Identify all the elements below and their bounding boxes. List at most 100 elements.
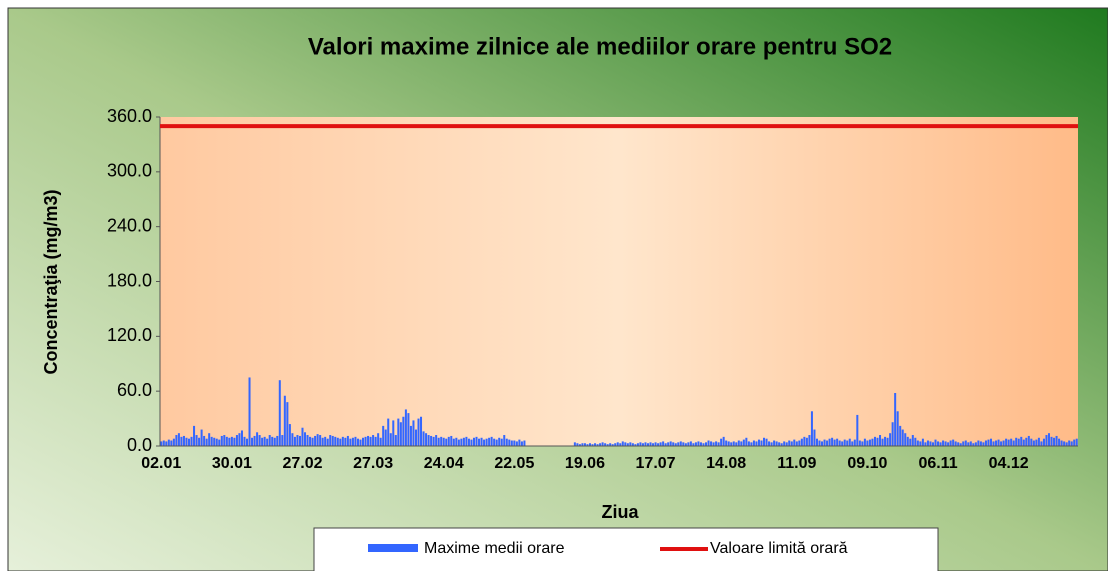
bar [1060, 440, 1063, 446]
bar [667, 442, 670, 446]
bar [896, 411, 899, 446]
bar [694, 442, 697, 446]
bar [480, 437, 483, 446]
bar [750, 442, 753, 446]
bar [389, 433, 392, 446]
bar [793, 439, 796, 446]
bar [1017, 438, 1020, 446]
bar [649, 442, 652, 446]
bar [349, 438, 352, 446]
x-tick-label: 22.05 [494, 455, 534, 472]
x-tick-label: 27.02 [282, 455, 322, 472]
bar [704, 442, 708, 446]
bar [863, 438, 866, 446]
legend-label: Maxime medii orare [424, 540, 565, 557]
bar [198, 437, 201, 446]
bar [747, 441, 750, 446]
bar [417, 418, 420, 446]
bar [921, 438, 924, 446]
bar [886, 437, 889, 446]
bar [959, 443, 962, 446]
bar [326, 438, 329, 446]
bar [1007, 439, 1010, 446]
bar [952, 439, 955, 446]
bar [841, 441, 844, 446]
bar [926, 440, 929, 446]
bar [470, 439, 473, 446]
bar [515, 441, 518, 446]
bar [740, 441, 743, 446]
y-tick-label: 120.0 [107, 325, 152, 345]
bar [445, 438, 448, 446]
bar [369, 436, 372, 446]
bar [210, 436, 213, 446]
bar [578, 444, 581, 446]
bar [253, 435, 256, 446]
y-tick-label: 300.0 [107, 161, 152, 181]
bar [775, 441, 778, 446]
bar [879, 435, 882, 446]
bar [911, 435, 914, 446]
bar [420, 416, 423, 446]
bar [861, 441, 864, 446]
bar [1053, 437, 1056, 446]
bar [710, 441, 713, 446]
bar [1027, 435, 1030, 446]
bar [483, 439, 486, 446]
bar [954, 441, 957, 446]
bar [1035, 439, 1038, 446]
bar [306, 435, 309, 446]
bar [213, 437, 216, 446]
bar [894, 392, 897, 446]
bar [778, 442, 781, 446]
bar [508, 439, 511, 446]
bar [773, 440, 776, 446]
bar [1075, 438, 1078, 446]
bar [828, 438, 831, 446]
bar [974, 442, 977, 446]
x-tick-label: 19.06 [565, 455, 605, 472]
bar [1063, 441, 1066, 446]
bar [1020, 436, 1023, 446]
bar [407, 413, 410, 446]
bar [1055, 435, 1058, 446]
bar [997, 439, 1000, 446]
bar [467, 438, 470, 446]
x-axis-label: Ziua [601, 502, 639, 522]
bar [478, 438, 481, 446]
bar [465, 436, 468, 446]
bar [218, 439, 221, 446]
bar [359, 439, 362, 446]
bar [510, 440, 513, 446]
bar [235, 435, 238, 446]
bar [372, 435, 375, 446]
bar [967, 442, 970, 446]
bar [916, 440, 919, 446]
bar [432, 436, 435, 446]
bar [846, 440, 849, 446]
y-tick-label: 60.0 [117, 380, 152, 400]
bar [808, 435, 811, 446]
bar [311, 437, 314, 446]
bar [321, 437, 324, 446]
bar [745, 437, 748, 446]
bar [208, 433, 211, 446]
bar [677, 442, 680, 446]
bar [442, 437, 445, 446]
bar [190, 436, 193, 446]
bar [969, 441, 972, 446]
bar [944, 441, 947, 446]
bar [591, 444, 594, 446]
bar [957, 442, 960, 446]
bar [1040, 441, 1043, 446]
bar [1073, 439, 1076, 446]
bar [309, 436, 312, 446]
bar [914, 437, 917, 446]
bar [233, 437, 236, 446]
x-tick-label: 06.11 [918, 455, 957, 472]
bar [876, 437, 879, 446]
bar [248, 377, 251, 446]
bar [626, 443, 629, 446]
bar [707, 440, 710, 446]
bar [278, 380, 281, 446]
